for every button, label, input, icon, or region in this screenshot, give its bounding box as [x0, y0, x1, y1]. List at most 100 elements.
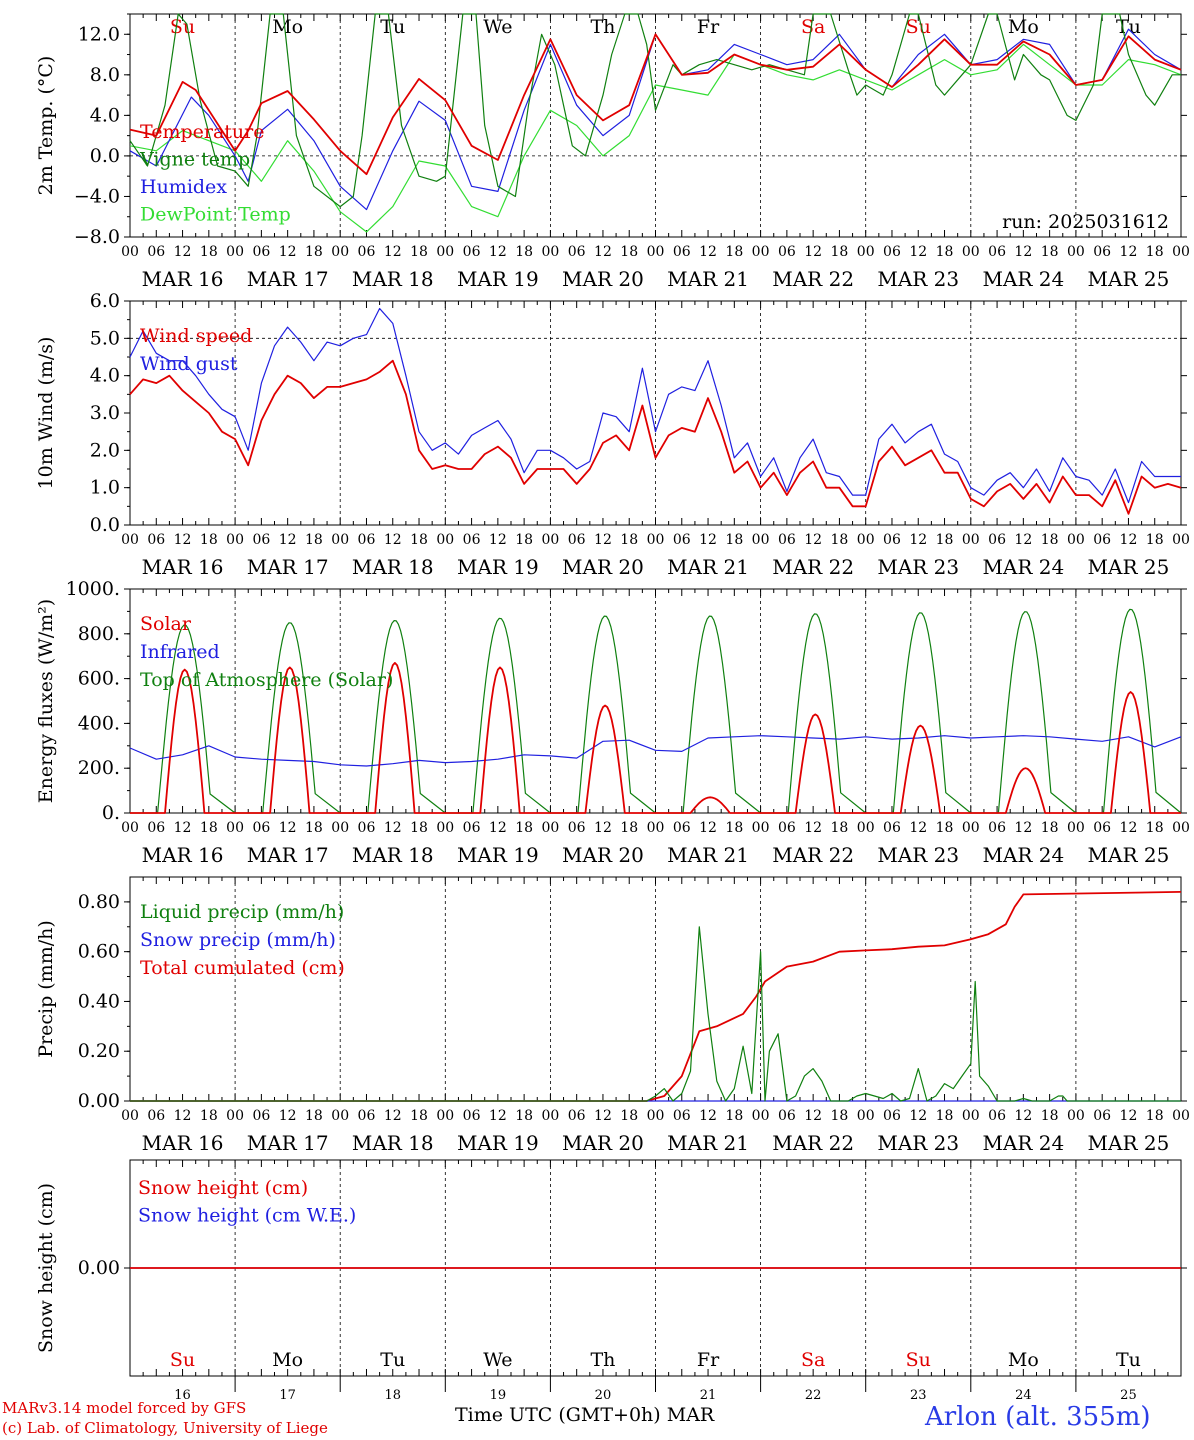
hour-tick-label: 18 [725, 1108, 743, 1124]
day-number-label: 17 [279, 1388, 296, 1403]
hour-tick-label: 06 [568, 1108, 586, 1124]
hour-tick-label: 00 [121, 1108, 139, 1124]
date-label: MAR 23 [877, 267, 959, 291]
y-tick-label: 12.0 [78, 23, 120, 45]
hour-tick-label: 12 [174, 532, 192, 548]
day-number-label: 25 [1120, 1388, 1137, 1403]
hour-tick-label: 18 [1041, 1108, 1059, 1124]
hour-tick-label: 12 [804, 820, 822, 836]
hour-tick-label: 12 [1014, 820, 1032, 836]
hour-tick-label: 00 [541, 532, 559, 548]
y-tick-label: 8.0 [90, 64, 120, 86]
hour-tick-label: 12 [594, 1108, 612, 1124]
legend-entry: Snow precip (mm/h) [140, 929, 336, 951]
date-label: MAR 16 [142, 267, 224, 291]
date-label: MAR 24 [982, 1131, 1064, 1155]
series-line-temperature [129, 33, 1182, 176]
weekday-label: Th [590, 1349, 615, 1371]
hour-tick-label: 00 [331, 532, 349, 548]
hour-tick-label: 06 [883, 1108, 901, 1124]
panel-temp: 12.0 8.0 4.0 0.0 −4.0 −8.0 2m Temp. (°C) 00 06 12… [35, 13, 1190, 291]
hour-tick-label: 18 [410, 532, 428, 548]
weekday-label: Sa [801, 16, 825, 38]
plot-frame [129, 588, 1182, 814]
hour-tick-label: 18 [1146, 244, 1164, 260]
hour-tick-label: 06 [673, 532, 691, 548]
hour-tick-label: 12 [489, 532, 507, 548]
panel-precip: 0.80 0.60 0.40 0.20 0.00 Precip (mm/h) 00 06 12 1… [35, 876, 1190, 1155]
hour-tick-label: 00 [121, 244, 139, 260]
plot-frame [129, 300, 1182, 526]
hour-tick-label: 00 [226, 820, 244, 836]
hour-tick-label: 00 [226, 1108, 244, 1124]
legend-entry: Solar [140, 613, 192, 635]
y-axis-label: Precip (mm/h) [35, 920, 57, 1058]
hour-tick-label: 06 [883, 820, 901, 836]
date-label: MAR 20 [562, 1131, 644, 1155]
hour-tick-label: 06 [252, 1108, 270, 1124]
hour-tick-label: 00 [1067, 532, 1085, 548]
hour-tick-label: 12 [804, 1108, 822, 1124]
hour-tick-label: 00 [857, 1108, 875, 1124]
legend-entry: Infrared [140, 641, 220, 663]
y-tick-label: 0.0 [90, 514, 120, 536]
y-tick-label: 0.80 [78, 891, 120, 913]
weekday-label: Mo [1008, 16, 1039, 38]
y-tick-label: 600. [78, 668, 120, 690]
legend-entry: Vigne temp [139, 149, 250, 171]
hour-tick-label: 18 [936, 820, 954, 836]
hour-tick-label: 18 [200, 244, 218, 260]
hour-tick-label: 12 [489, 1108, 507, 1124]
hour-tick-label: 12 [1120, 1108, 1138, 1124]
date-label: MAR 21 [667, 843, 749, 867]
hour-tick-label: 12 [1120, 244, 1138, 260]
y-tick-label: 400. [78, 712, 120, 734]
hour-tick-label: 12 [384, 820, 402, 836]
hour-tick-label: 00 [121, 532, 139, 548]
hour-tick-label: 12 [909, 1108, 927, 1124]
hour-tick-label: 12 [699, 820, 717, 836]
y-tick-label: 1000. [66, 578, 120, 600]
hour-tick-label: 06 [568, 820, 586, 836]
hour-tick-label: 06 [988, 244, 1006, 260]
hour-tick-label: 12 [699, 532, 717, 548]
y-tick-label: 800. [78, 623, 120, 645]
legend-entry: Top of Atmosphere (Solar) [140, 669, 393, 691]
hour-tick-label: 00 [752, 820, 770, 836]
day-number-label: 21 [700, 1388, 717, 1403]
date-label: MAR 21 [667, 1131, 749, 1155]
weekday-label: Su [906, 1349, 931, 1371]
y-tick-label: −8.0 [74, 226, 120, 248]
hour-tick-label: 12 [384, 1108, 402, 1124]
hour-tick-label: 18 [410, 1108, 428, 1124]
weekday-label: Th [590, 16, 615, 38]
hour-tick-label: 18 [515, 820, 533, 836]
hour-tick-label: 06 [673, 1108, 691, 1124]
hour-tick-label: 06 [147, 244, 165, 260]
hour-tick-label: 06 [358, 820, 376, 836]
y-axis-label: 2m Temp. (°C) [35, 56, 57, 196]
run-annotation: run: 2025031612 [1002, 211, 1169, 233]
y-tick-label: 2.0 [90, 439, 120, 461]
date-label: MAR 25 [1088, 843, 1170, 867]
hour-tick-label: 06 [147, 1108, 165, 1124]
hour-tick-label: 18 [725, 532, 743, 548]
date-label: MAR 18 [352, 267, 434, 291]
hour-tick-label: 00 [752, 1108, 770, 1124]
hour-tick-label: 00 [857, 244, 875, 260]
date-label: MAR 17 [247, 1131, 329, 1155]
hour-tick-label: 18 [1146, 820, 1164, 836]
series-line-vigne-temp [129, 13, 1181, 208]
hour-tick-label: 18 [410, 244, 428, 260]
hour-tick-label: 00 [541, 1108, 559, 1124]
hour-tick-label: 06 [778, 1108, 796, 1124]
hour-tick-label: 18 [936, 244, 954, 260]
hour-tick-label: 18 [200, 532, 218, 548]
location-label: Arlon (alt. 355m) [925, 1402, 1151, 1432]
hour-tick-label: 12 [699, 1108, 717, 1124]
weekday-label: Sa [801, 1349, 825, 1371]
hour-tick-label: 18 [305, 244, 323, 260]
hour-tick-label: 00 [331, 820, 349, 836]
hour-tick-label: 00 [436, 1108, 454, 1124]
y-axis-label: 10m Wind (m/s) [35, 337, 57, 490]
